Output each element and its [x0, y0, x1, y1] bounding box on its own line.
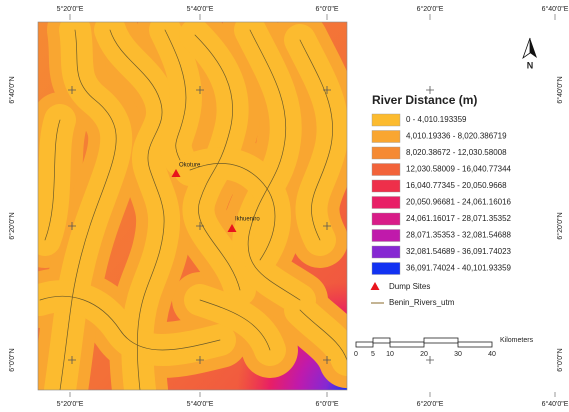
map-raster [38, 22, 347, 390]
legend-swatch [371, 245, 401, 259]
legend-label: 16,040.77345 - 20,050.9668 [406, 181, 507, 190]
site-label: Okoture [179, 163, 201, 169]
legend-swatch [371, 212, 401, 226]
legend-title: River Distance (m) [372, 93, 477, 107]
legend-label: 20,050.96681 - 24,061.16016 [406, 198, 512, 207]
svg-text:N: N [527, 60, 534, 70]
scale-tick-label: 20 [420, 351, 428, 358]
legend: 0 - 4,010.193359 4,010.19336 - 8,020.3867… [371, 113, 512, 275]
coord-label: 6°40'0"E [542, 5, 569, 13]
coord-label: 6°20'0"E [417, 400, 444, 408]
coord-label: 6°0'0"N [556, 348, 564, 371]
legend-swatch [371, 130, 401, 143]
scale-tick-label: 40 [488, 351, 496, 358]
coord-label: 5°40'0"E [187, 400, 214, 408]
site-label: Ikhueniro [235, 217, 260, 223]
scale-tick-label: 10 [386, 351, 394, 358]
legend-label: Dump Sites [389, 282, 430, 291]
legend-swatch [371, 163, 401, 176]
coord-label: 6°0'0"E [316, 400, 339, 408]
coord-label: 6°0'0"E [316, 5, 339, 13]
scale-tick-label: 30 [454, 351, 462, 358]
dump-site [227, 224, 237, 232]
coord-label: 6°0'0"N [8, 348, 16, 371]
scale-segment [389, 341, 425, 348]
legend-label: Benin_Rivers_utm [389, 298, 455, 307]
coord-label: 6°20'0"N [8, 212, 16, 239]
coord-label: 6°40'0"N [556, 76, 564, 103]
legend-label: 32,081.54689 - 36,091.74023 [406, 247, 512, 256]
scale-bar: 0 5 10 20 30 40 Kilometers [354, 337, 534, 358]
coord-label: 5°20'0"E [57, 400, 84, 408]
scale-unit: Kilometers [500, 337, 534, 344]
coord-label: 6°20'0"E [417, 5, 444, 13]
scale-tick-label: 5 [371, 351, 375, 358]
dump-site [171, 169, 181, 177]
scale-segment [423, 337, 459, 344]
graticule [68, 86, 434, 364]
map-frame [37, 21, 348, 391]
coord-label: 6°40'0"N [8, 76, 16, 103]
legend-dump-icon [370, 282, 380, 290]
scale-segment [372, 337, 391, 344]
legend-swatch [371, 196, 401, 209]
scale-segment [355, 341, 374, 348]
coord-label: 6°20'0"N [556, 212, 564, 239]
coord-label: 5°40'0"E [187, 5, 214, 13]
legend-swatch [371, 113, 401, 127]
legend-swatch [371, 262, 401, 275]
coord-label: 6°40'0"E [542, 400, 569, 408]
legend-label: 12,030.58009 - 16,040.77344 [406, 165, 512, 174]
legend-swatch [371, 229, 401, 242]
coord-label: 5°20'0"E [57, 5, 84, 13]
north-arrow: N [522, 37, 537, 70]
scale-segment [457, 341, 493, 348]
legend-label: 8,020.38672 - 12,030.58008 [406, 148, 507, 157]
legend-label: 24,061.16017 - 28,071.35352 [406, 214, 512, 223]
scale-tick-label: 0 [354, 351, 358, 358]
legend-swatch [371, 179, 401, 193]
legend-label: 28,071.35353 - 32,081.54688 [406, 231, 512, 240]
legend-label: 0 - 4,010.193359 [406, 115, 467, 124]
legend-label: 4,010.19336 - 8,020.386719 [406, 132, 507, 141]
legend-label: 36,091.74024 - 40,101.93359 [406, 264, 512, 273]
legend-swatch [371, 146, 401, 160]
